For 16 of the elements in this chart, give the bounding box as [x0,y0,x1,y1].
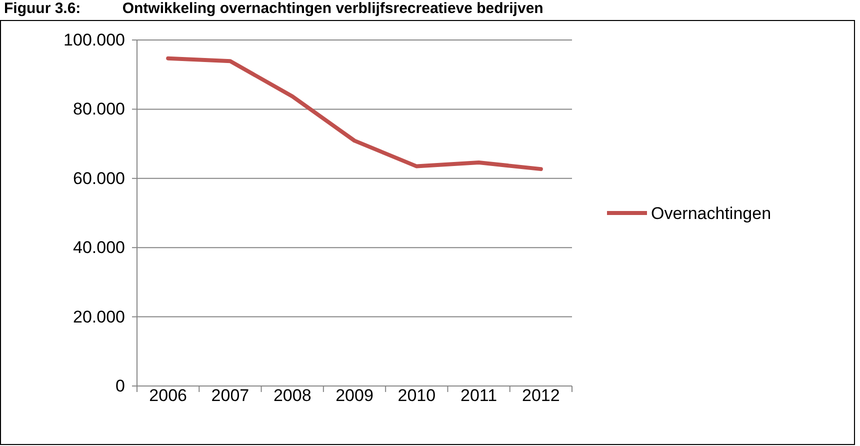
x-tick-label: 2008 [273,386,312,405]
line-series [166,56,543,172]
chart-title: Figuur 3.6: Ontwikkeling overnachtingen verblijfsrecreatieve bedrijven [4,0,544,17]
y-tick-label: 80.000 [73,100,125,119]
legend-label: Overnachtingen [651,204,772,223]
x-tick-label: 2007 [211,386,250,405]
x-tick-label: 2011 [460,386,498,405]
y-tick-label: 0 [116,376,125,396]
x-tick-label: 2006 [149,386,187,405]
y-tick-label: 100.000 [64,30,125,50]
x-tick-label: 2009 [336,386,374,405]
y-tick-label: 60.000 [73,168,125,188]
y-tick-label: 20.000 [73,307,125,326]
x-tick-label: 2012 [522,386,560,405]
x-tick-label: 2010 [398,386,436,405]
y-tick-label: 40.000 [73,238,125,258]
